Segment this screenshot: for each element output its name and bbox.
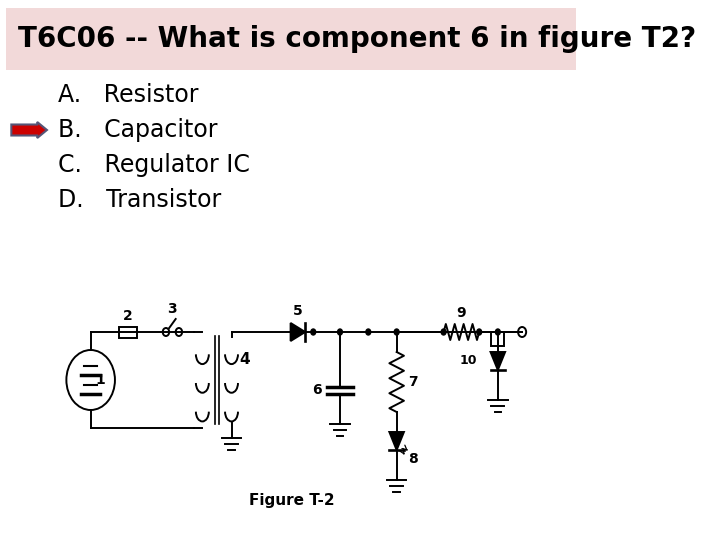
Text: 3: 3 [168,302,177,316]
Circle shape [395,329,399,335]
Text: 5: 5 [293,304,303,318]
Polygon shape [291,323,305,341]
Bar [119,327,137,338]
Circle shape [495,329,500,335]
Text: 2: 2 [123,308,132,322]
Text: 1: 1 [96,373,105,387]
Text: 6: 6 [312,383,322,397]
Circle shape [366,329,371,335]
Text: D.   Transistor: D. Transistor [58,188,222,212]
Circle shape [338,329,343,335]
Text: T6C06 -- What is component 6 in figure T2?: T6C06 -- What is component 6 in figure T… [18,25,696,53]
Text: C.   Regulator IC: C. Regulator IC [58,153,250,177]
FancyBboxPatch shape [6,8,576,70]
Polygon shape [390,432,404,450]
Circle shape [477,329,482,335]
Text: 7: 7 [408,375,418,389]
Circle shape [441,329,446,335]
Polygon shape [490,352,505,370]
Text: 10: 10 [459,354,477,368]
Text: A.   Resistor: A. Resistor [58,83,199,107]
FancyArrow shape [12,122,47,138]
Text: 9: 9 [456,306,467,320]
Text: 8: 8 [408,452,418,466]
Text: B.   Capacitor: B. Capacitor [58,118,217,142]
Circle shape [311,329,315,335]
Bar [491,332,504,346]
Text: Figure T-2: Figure T-2 [248,492,334,508]
Text: 4: 4 [240,353,251,368]
